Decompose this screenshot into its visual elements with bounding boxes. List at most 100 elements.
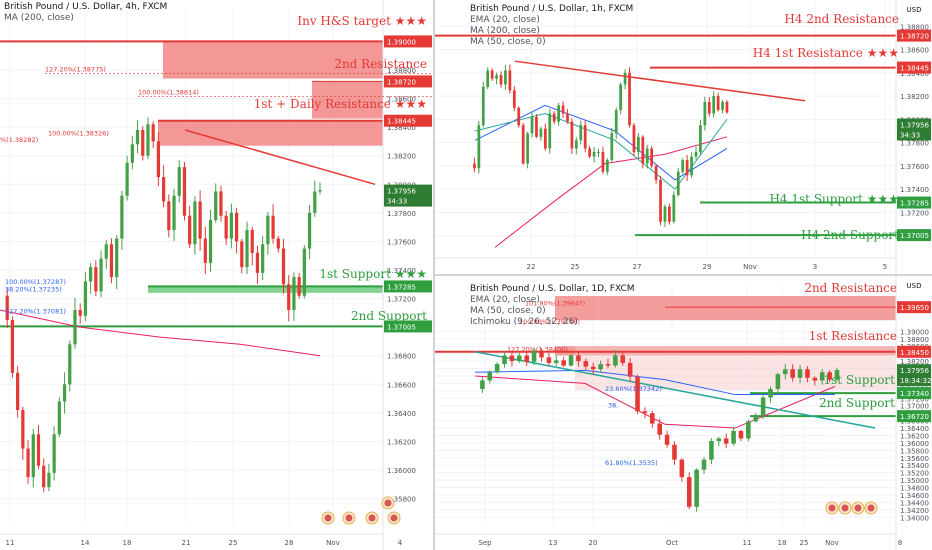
candle-body: [182, 167, 187, 216]
left-res2-zone-right: [312, 81, 383, 119]
candle-body: [679, 459, 685, 478]
candle-body: [10, 320, 15, 373]
candle-body: [287, 284, 291, 310]
candle-body: [234, 212, 239, 242]
fib-level-label: 127.20%(1.38400): [507, 346, 568, 354]
time-tick-label: 5: [883, 263, 887, 271]
time-tick-label: 11: [743, 539, 752, 547]
tr-sup1-label: H4 1st Support ★★★: [769, 192, 899, 206]
candle-body: [530, 117, 534, 134]
left-ma200-line: [0, 309, 321, 357]
price-tick-label: 1.38400: [900, 70, 929, 78]
candle-body: [135, 130, 140, 145]
left-chart-panel[interactable]: 1.390001.388001.386001.384001.382001.380…: [0, 0, 433, 550]
candle-body: [716, 96, 720, 111]
bottom-right-chart-canvas[interactable]: USD1.390001.388001.386001.384001.382001.…: [435, 276, 932, 550]
candle-body: [156, 141, 161, 178]
vertical-divider[interactable]: [433, 0, 435, 550]
candle-body: [614, 110, 618, 134]
candle-body: [561, 360, 566, 366]
left-chart-canvas[interactable]: 1.390001.388001.386001.384001.382001.380…: [0, 0, 433, 550]
price-tick-label: 1.36400: [387, 410, 416, 418]
candle-body: [524, 355, 530, 362]
price-tick-label: 1.34400: [900, 499, 929, 507]
time-tick-label: Nov: [743, 263, 757, 271]
candle-body: [579, 125, 583, 141]
br-res2-zone: [555, 296, 896, 321]
candle-body: [89, 267, 93, 282]
candle-body: [302, 248, 306, 296]
time-tick-label: 25: [571, 263, 580, 271]
left-res2-value: 1.38720: [387, 78, 416, 86]
candle-body: [685, 160, 689, 176]
candle-body: [605, 160, 609, 172]
candle-body: [297, 277, 301, 296]
candle-body: [681, 160, 685, 172]
time-tick-label: 20: [589, 539, 598, 547]
candle-body: [486, 70, 490, 87]
tr-sup1-value: 1.37285: [900, 200, 929, 208]
price-tick-label: 1.37200: [387, 296, 416, 304]
event-flag-icon: [368, 514, 376, 522]
candle-body: [623, 72, 627, 85]
bottom-right-chart-panel[interactable]: USD1.390001.388001.386001.384001.382001.…: [435, 276, 932, 550]
time-tick-label: 14: [81, 539, 90, 547]
fib-level-label: %(1.38282): [0, 136, 38, 144]
candle-body: [219, 191, 223, 216]
candle-body: [188, 215, 192, 245]
price-tick-label: 1.38200: [900, 93, 929, 101]
candle-body: [42, 465, 46, 488]
top-right-chart-canvas[interactable]: USD1.388001.386001.384001.382001.380001.…: [435, 0, 932, 274]
candle-body: [610, 133, 614, 161]
top-right-chart-panel[interactable]: USD1.388001.386001.384001.382001.380001.…: [435, 0, 932, 274]
br-sup1-value: 1.37340: [900, 390, 929, 398]
candle-body: [659, 179, 662, 222]
price-tick-label: 1.37200: [900, 209, 929, 217]
fib-level-label: 127.20%(1.37081): [5, 308, 66, 316]
candle-body: [104, 244, 108, 259]
br-res2-tag: [897, 301, 931, 314]
trendline: [514, 60, 806, 102]
candle-body: [543, 128, 547, 149]
tr-res2-label: H4 2nd Resistance: [784, 12, 899, 26]
event-flag-icon: [390, 514, 398, 522]
candle-body: [495, 75, 498, 79]
time-tick-label: 28: [285, 539, 294, 547]
candle-body: [271, 215, 275, 239]
candle-body: [477, 125, 481, 169]
price-tick-label: 1.34200: [900, 507, 929, 515]
candle-body: [760, 397, 766, 416]
candle-body: [686, 477, 692, 507]
candle-body: [47, 472, 51, 488]
price-tick-label: 1.37400: [900, 186, 929, 194]
price-tick-label: 1.37400: [387, 267, 416, 275]
candle-body: [546, 357, 552, 363]
price-tick-label: 1.38600: [900, 47, 929, 55]
candle-body: [115, 238, 119, 278]
candle-body: [73, 310, 77, 345]
candle-body: [590, 366, 596, 370]
event-flag-icon: [867, 504, 875, 512]
candle-body: [526, 133, 529, 164]
candle-body: [167, 201, 171, 230]
candle-body: [613, 355, 618, 366]
br-indicator-ichimoku: Ichimoku (9, 26, 52, 26): [470, 317, 578, 327]
candle-body: [83, 281, 88, 316]
candle-body: [592, 151, 596, 157]
candle-body: [782, 369, 788, 375]
candle-body: [130, 144, 134, 163]
candle-body: [619, 84, 623, 111]
candle-body: [548, 113, 552, 149]
candle-body: [654, 165, 658, 180]
price-tick-label: 1.35600: [900, 455, 929, 463]
time-tick-label: 22: [527, 263, 536, 271]
candle-body: [566, 113, 569, 122]
left-res2-zone: [163, 41, 383, 79]
br-res2-value: 1.39650: [900, 304, 929, 312]
candle-body: [576, 355, 581, 362]
fib-level-label: 101.80%(1.3964?): [525, 300, 585, 308]
candle-body: [172, 195, 176, 230]
horizontal-divider[interactable]: [435, 274, 932, 276]
fib-level-label: 38.: [608, 401, 618, 409]
price-tick-label: 1.37000: [900, 403, 929, 411]
